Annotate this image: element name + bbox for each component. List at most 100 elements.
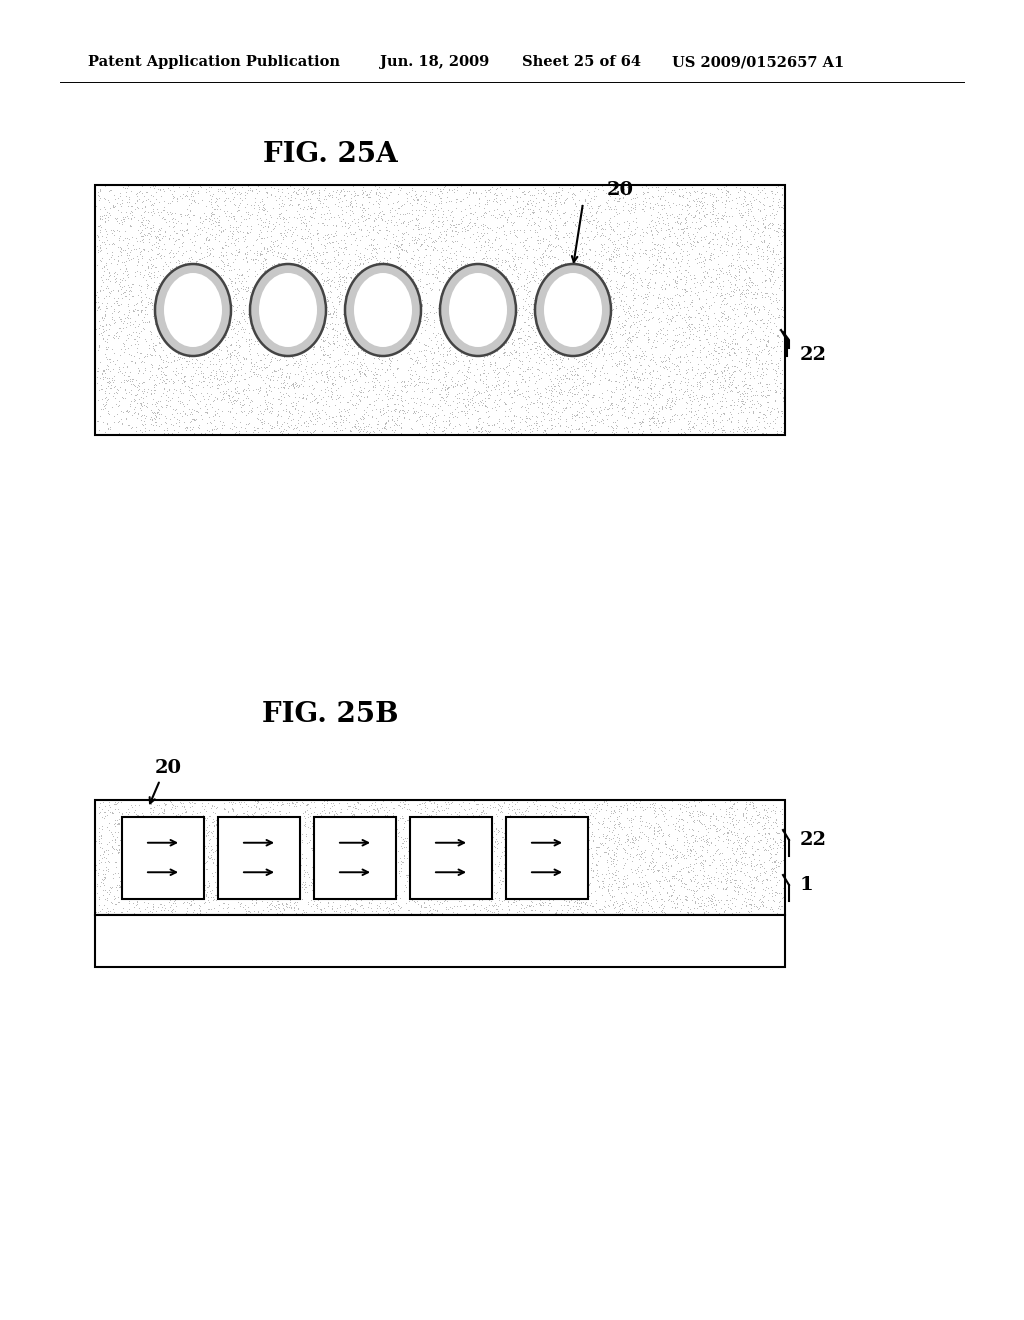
- Point: [134, 300, 151, 321]
- Point: [443, 220, 460, 242]
- Point: [547, 297, 563, 318]
- Point: [688, 194, 705, 215]
- Point: [758, 422, 774, 444]
- Point: [670, 853, 686, 874]
- Point: [209, 368, 225, 389]
- Point: [680, 845, 696, 866]
- Point: [578, 218, 594, 239]
- Point: [198, 851, 214, 873]
- Point: [331, 206, 347, 227]
- Point: [565, 263, 582, 284]
- Point: [756, 224, 772, 246]
- Point: [545, 830, 561, 851]
- Point: [155, 339, 171, 360]
- Point: [276, 309, 293, 330]
- Point: [172, 886, 188, 907]
- Point: [245, 362, 261, 383]
- Point: [561, 222, 578, 243]
- Point: [546, 319, 562, 341]
- Point: [150, 870, 166, 891]
- Point: [767, 251, 783, 272]
- Point: [390, 197, 407, 218]
- Point: [417, 309, 433, 330]
- Point: [681, 243, 697, 264]
- Point: [370, 292, 386, 313]
- Point: [98, 230, 115, 251]
- Point: [459, 186, 475, 207]
- Point: [258, 356, 274, 378]
- Point: [445, 813, 462, 834]
- Point: [250, 833, 266, 854]
- Point: [115, 313, 131, 334]
- Point: [423, 348, 439, 370]
- Point: [254, 198, 270, 219]
- Point: [327, 833, 343, 854]
- Point: [219, 255, 236, 276]
- Point: [457, 372, 473, 393]
- Point: [434, 256, 451, 277]
- Point: [622, 348, 638, 370]
- Point: [635, 181, 651, 202]
- Point: [328, 214, 344, 235]
- Point: [557, 215, 573, 236]
- Point: [762, 834, 778, 855]
- Point: [654, 292, 671, 313]
- Point: [174, 850, 190, 871]
- Point: [687, 875, 703, 896]
- Point: [572, 301, 589, 322]
- Point: [528, 873, 545, 894]
- Point: [736, 891, 753, 912]
- Point: [520, 210, 537, 231]
- Point: [721, 341, 737, 362]
- Point: [367, 358, 383, 379]
- Point: [512, 197, 528, 218]
- Point: [654, 824, 671, 845]
- Point: [628, 843, 644, 865]
- Point: [522, 271, 539, 292]
- Point: [273, 869, 290, 890]
- Point: [131, 898, 147, 919]
- Point: [366, 803, 382, 824]
- Point: [331, 813, 347, 834]
- Point: [618, 370, 635, 391]
- Point: [611, 876, 628, 898]
- Point: [147, 227, 164, 248]
- Point: [156, 246, 172, 267]
- Point: [113, 850, 129, 871]
- Point: [617, 276, 634, 297]
- Point: [141, 883, 158, 904]
- Point: [269, 327, 286, 348]
- Point: [676, 381, 692, 403]
- Point: [156, 809, 172, 830]
- Point: [392, 826, 409, 847]
- Point: [145, 193, 162, 214]
- Point: [158, 870, 174, 891]
- Point: [732, 205, 749, 226]
- Point: [703, 378, 720, 399]
- Point: [264, 277, 281, 298]
- Point: [580, 871, 596, 892]
- Point: [183, 858, 200, 879]
- Point: [675, 857, 691, 878]
- Point: [547, 845, 563, 866]
- Point: [472, 263, 488, 284]
- Point: [750, 253, 766, 275]
- Point: [765, 417, 781, 438]
- Point: [613, 312, 630, 333]
- Point: [321, 878, 337, 899]
- Point: [759, 259, 775, 280]
- Point: [759, 186, 775, 207]
- Point: [258, 854, 274, 875]
- Point: [527, 854, 544, 875]
- Point: [347, 409, 364, 430]
- Point: [578, 405, 594, 426]
- Point: [163, 888, 179, 909]
- Point: [209, 388, 225, 409]
- Point: [708, 321, 724, 342]
- Point: [387, 393, 403, 414]
- Point: [558, 828, 574, 849]
- Point: [209, 378, 225, 399]
- Point: [215, 366, 231, 387]
- Point: [451, 891, 467, 912]
- Point: [413, 183, 429, 205]
